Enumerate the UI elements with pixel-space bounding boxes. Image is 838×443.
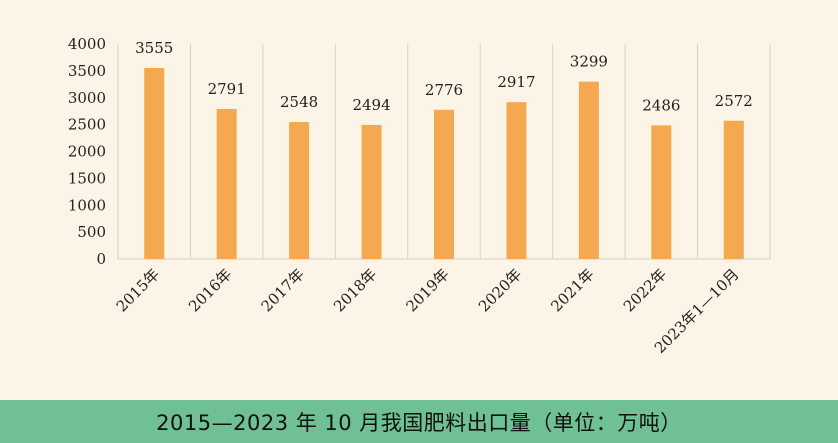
x-tick-label: 2016年 [185, 265, 235, 315]
y-tick-label: 3000 [68, 89, 106, 107]
bar [578, 81, 599, 260]
y-tick-label: 1000 [68, 196, 106, 214]
x-tick-label: 2020年 [475, 265, 525, 315]
data-label: 2776 [425, 81, 463, 99]
x-tick-label: 2017年 [258, 265, 308, 315]
y-tick-label: 1500 [68, 169, 106, 187]
y-tick-label: 3500 [68, 62, 106, 80]
x-tick-label: 2021年 [547, 265, 597, 315]
data-label: 2917 [497, 73, 535, 91]
bar [651, 125, 672, 259]
bar [144, 67, 165, 259]
data-label: 2791 [208, 80, 246, 98]
bar [506, 102, 527, 260]
figure-caption: 2015—2023 年 10 月我国肥料出口量（单位：万吨） [156, 410, 682, 435]
y-tick-label: 4000 [68, 35, 106, 53]
bar [289, 122, 310, 259]
caption-bar: 2015—2023 年 10 月我国肥料出口量（单位：万吨） [0, 400, 838, 443]
bar [216, 108, 237, 259]
bar [361, 124, 382, 259]
y-tick-label: 2500 [68, 116, 106, 134]
y-tick-label: 2000 [68, 143, 106, 161]
chart-area: 0 500 1000 1500 2000 2500 3000 3500 4000 3555 2015… [67, 35, 771, 357]
data-label: 2572 [715, 92, 753, 110]
x-tick-label: 2022年 [620, 265, 670, 315]
bar [723, 120, 744, 259]
y-tick-label: 0 [96, 250, 106, 268]
x-tick-label: 2018年 [330, 265, 380, 315]
x-tick-label: 2019年 [402, 265, 452, 315]
data-label: 3299 [570, 53, 608, 71]
bar-chart: 0 500 1000 1500 2000 2500 3000 3500 4000 3555 2015… [68, 35, 771, 357]
x-tick-label: 2015年 [113, 265, 163, 315]
y-tick-label: 500 [77, 223, 106, 241]
data-label: 3555 [135, 39, 173, 57]
data-label: 2548 [280, 93, 318, 111]
bar [434, 109, 454, 259]
data-label: 2486 [642, 96, 680, 114]
data-label: 2494 [352, 96, 390, 114]
